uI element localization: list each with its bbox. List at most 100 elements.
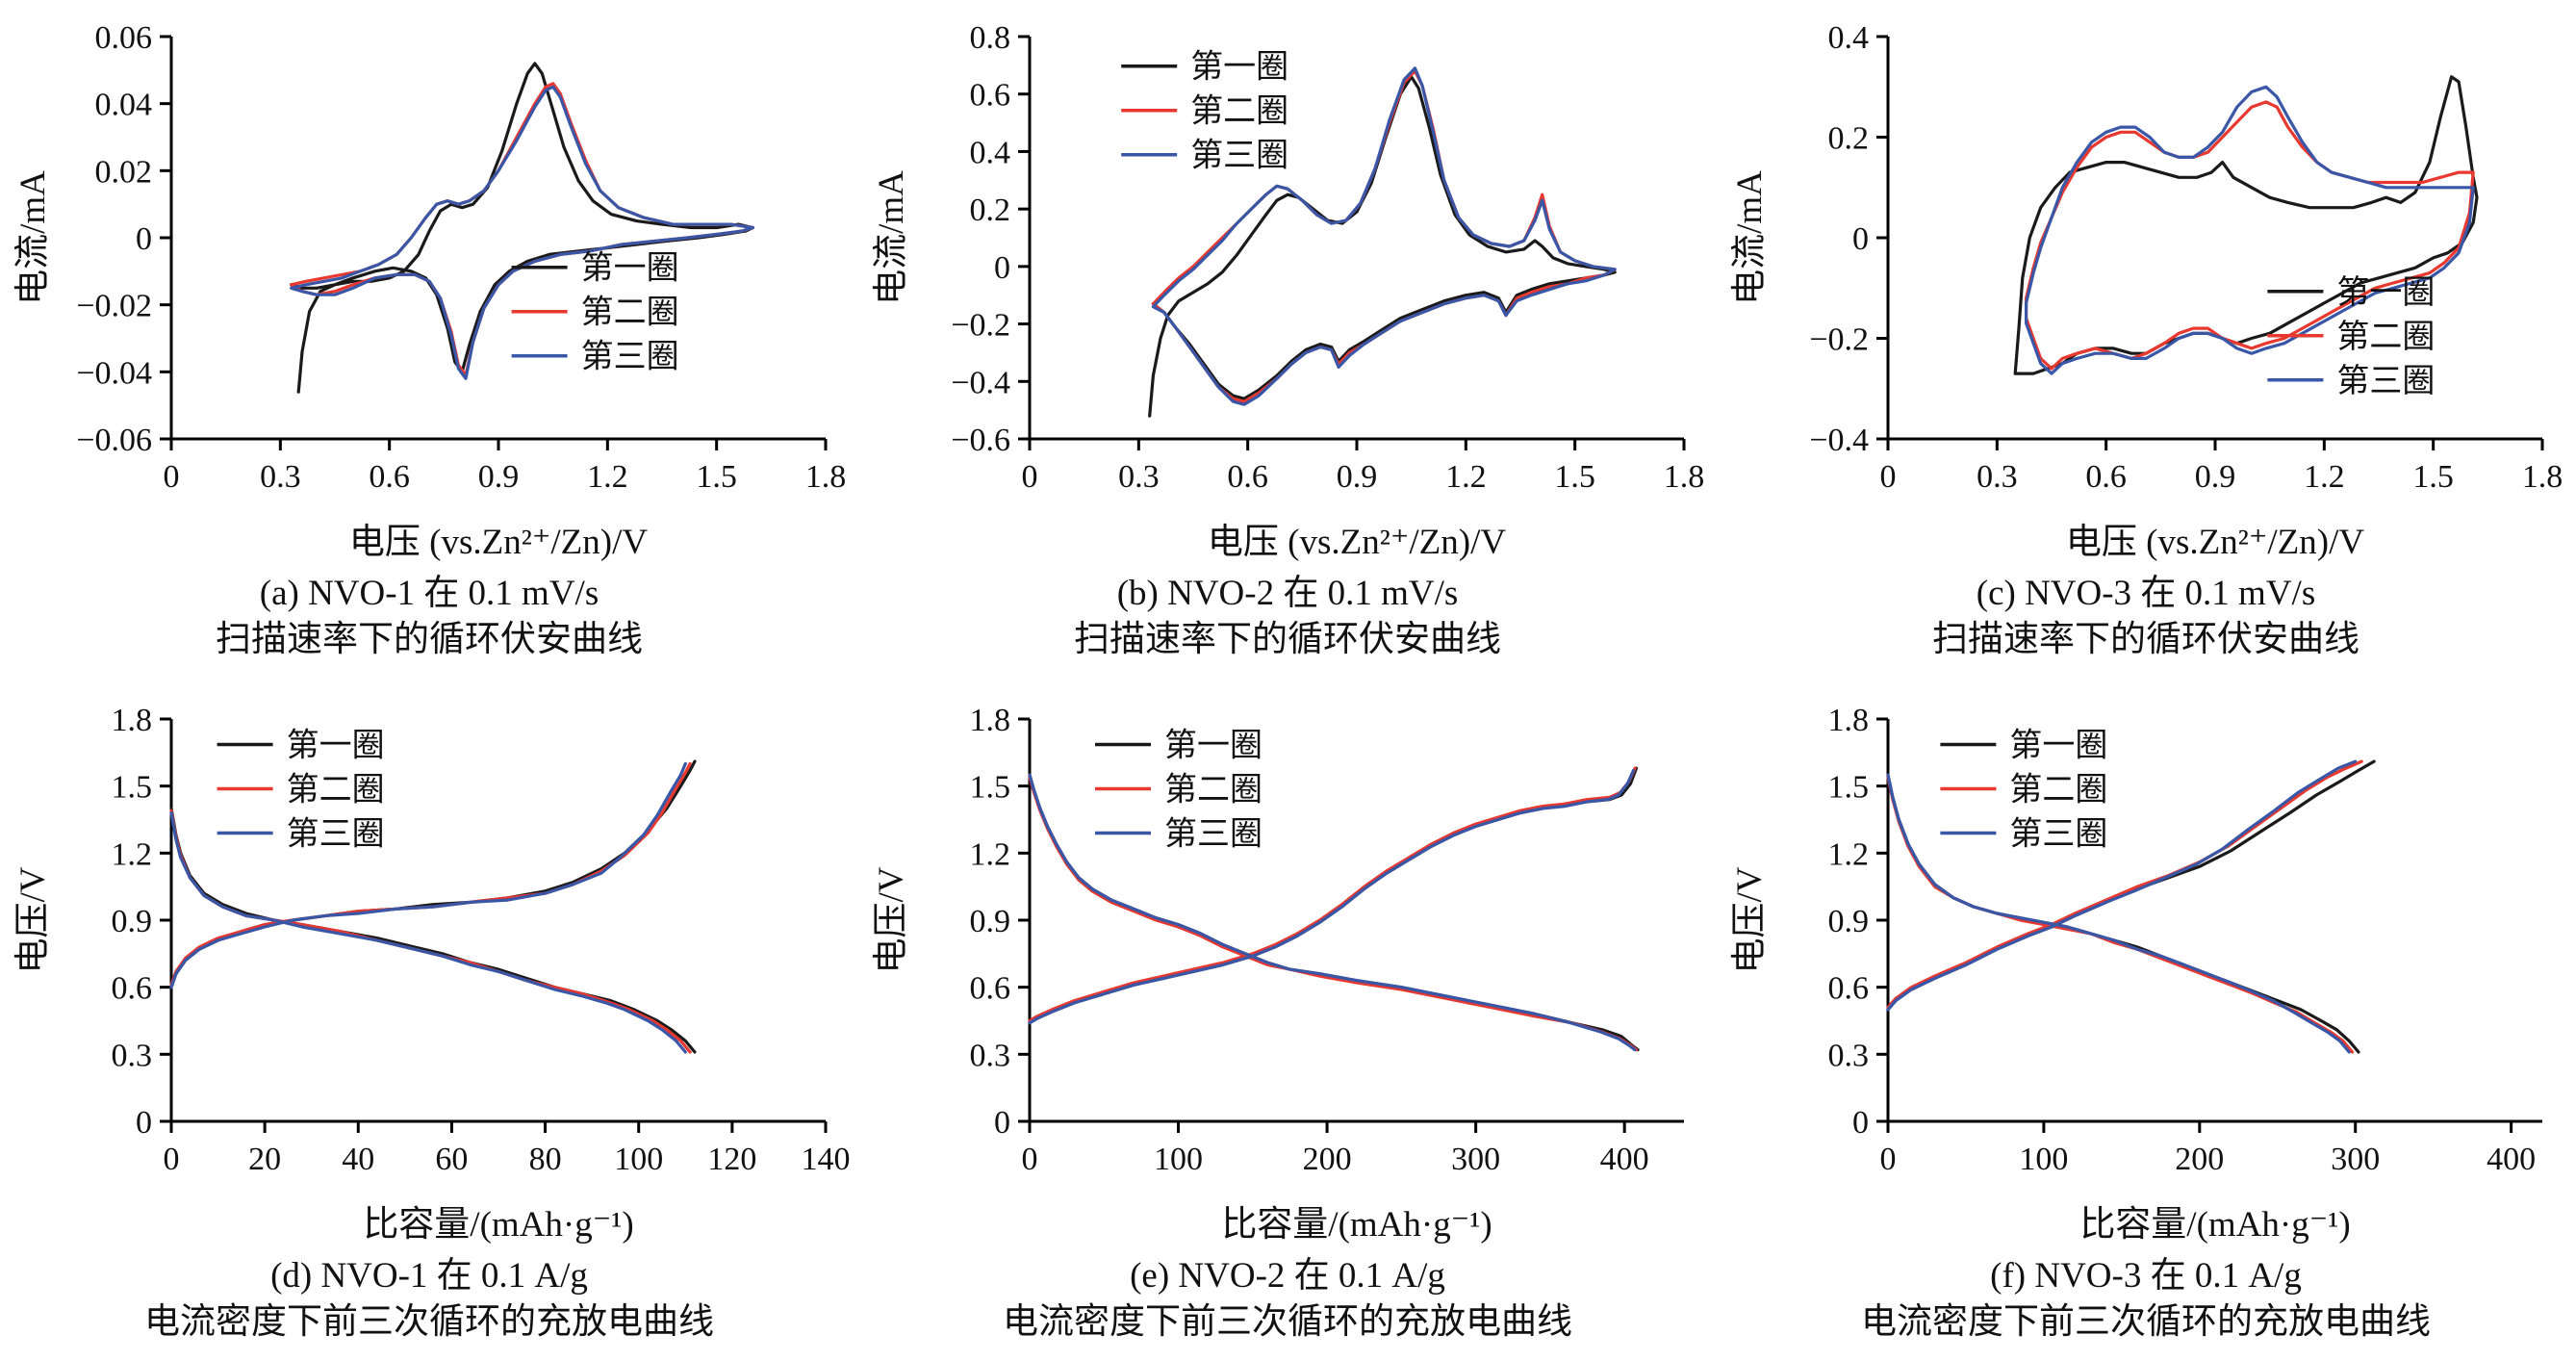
svg-text:−0.2: −0.2 xyxy=(951,308,1010,344)
svg-text:0.6: 0.6 xyxy=(369,459,410,495)
svg-text:0.9: 0.9 xyxy=(1337,459,1378,495)
svg-text:1.5: 1.5 xyxy=(970,770,1011,806)
caption-b-line1: (b) NVO-2 在 0.1 mV/s xyxy=(1116,574,1459,613)
gcd-chart-nvo3: 0 100 200 300 400 0 0.3 0.6 0.9 1.2 1.5 1.8 比容量/(mAh… xyxy=(1730,706,2542,1245)
svg-text:140: 140 xyxy=(802,1142,851,1177)
caption-b: (b) NVO-2 在 0.1 mV/s 扫描速率下的循环伏安曲线 xyxy=(1074,571,1501,663)
svg-text:1.8: 1.8 xyxy=(2522,459,2563,495)
svg-text:第二圈: 第二圈 xyxy=(2336,319,2435,355)
svg-text:0.6: 0.6 xyxy=(970,971,1011,1007)
svg-text:1.8: 1.8 xyxy=(1664,459,1705,495)
svg-text:电流/mA: 电流/mA xyxy=(1730,170,1770,305)
svg-text:0: 0 xyxy=(994,1105,1010,1141)
svg-text:0.3: 0.3 xyxy=(1977,459,2018,495)
svg-text:100: 100 xyxy=(1154,1142,1203,1177)
panel-b: 0 0.3 0.6 0.9 1.2 1.5 1.8 −0.6 −0.4 −0.2 0 0.2 0.4 0.… xyxy=(872,23,1704,663)
svg-text:第二圈: 第二圈 xyxy=(287,772,385,809)
svg-text:0: 0 xyxy=(136,221,152,257)
svg-text:1.8: 1.8 xyxy=(805,459,847,495)
svg-text:60: 60 xyxy=(435,1142,468,1177)
svg-text:0.4: 0.4 xyxy=(970,135,1011,170)
svg-text:−0.6: −0.6 xyxy=(951,423,1010,458)
svg-text:电压 (vs.Zn²⁺/Zn)/V: 电压 (vs.Zn²⁺/Zn)/V xyxy=(349,523,648,562)
svg-text:0: 0 xyxy=(164,1142,180,1177)
caption-e: (e) NVO-2 在 0.1 A/g 电流密度下前三次循环的充放电曲线 xyxy=(1003,1253,1572,1346)
svg-text:0.06: 0.06 xyxy=(95,23,153,56)
svg-text:400: 400 xyxy=(2487,1142,2536,1177)
svg-text:−0.4: −0.4 xyxy=(1809,423,1869,458)
svg-text:0.3: 0.3 xyxy=(1828,1039,1870,1074)
svg-text:1.2: 1.2 xyxy=(970,837,1011,873)
svg-text:20: 20 xyxy=(248,1142,281,1177)
cv-chart-nvo3: 0 0.3 0.6 0.9 1.2 1.5 1.8 −0.4 −0.2 0 0.2 0.4 电压 (vs… xyxy=(1730,23,2563,562)
svg-text:0.9: 0.9 xyxy=(112,904,153,939)
svg-text:0.3: 0.3 xyxy=(112,1039,153,1074)
svg-text:0: 0 xyxy=(164,459,180,495)
caption-e-line2: 电流密度下前三次循环的充放电曲线 xyxy=(1003,1302,1572,1343)
panel-e: 0 100 200 300 400 0 0.3 0.6 0.9 1.2 1.5 1.8 比容量/(mAh… xyxy=(872,706,1684,1346)
svg-text:1.2: 1.2 xyxy=(587,459,628,495)
gcd-chart-nvo2: 0 100 200 300 400 0 0.3 0.6 0.9 1.2 1.5 1.8 比容量/(mAh… xyxy=(872,706,1684,1245)
svg-text:0.2: 0.2 xyxy=(970,193,1011,228)
caption-a: (a) NVO-1 在 0.1 mV/s 扫描速率下的循环伏安曲线 xyxy=(216,571,643,663)
caption-d-line2: 电流密度下前三次循环的充放电曲线 xyxy=(144,1302,714,1343)
svg-text:0.9: 0.9 xyxy=(478,459,520,495)
svg-text:第二圈: 第二圈 xyxy=(1190,93,1288,130)
svg-text:第二圈: 第二圈 xyxy=(1164,772,1262,809)
svg-text:0.02: 0.02 xyxy=(95,154,153,190)
svg-text:0.9: 0.9 xyxy=(970,904,1011,939)
svg-text:−0.4: −0.4 xyxy=(951,365,1010,400)
svg-text:0.2: 0.2 xyxy=(1828,121,1870,157)
svg-text:−0.06: −0.06 xyxy=(76,423,152,458)
svg-text:0: 0 xyxy=(994,250,1010,286)
svg-text:第三圈: 第三圈 xyxy=(581,339,679,375)
svg-text:400: 400 xyxy=(1600,1142,1649,1177)
svg-text:100: 100 xyxy=(2019,1142,2068,1177)
svg-text:1.5: 1.5 xyxy=(1554,459,1595,495)
svg-text:0: 0 xyxy=(1852,1105,1869,1141)
svg-text:1.8: 1.8 xyxy=(970,706,1011,738)
svg-text:300: 300 xyxy=(2331,1142,2380,1177)
svg-text:0: 0 xyxy=(1022,1142,1038,1177)
svg-text:电压 (vs.Zn²⁺/Zn)/V: 电压 (vs.Zn²⁺/Zn)/V xyxy=(1208,523,1506,562)
svg-text:比容量/(mAh·g⁻¹): 比容量/(mAh·g⁻¹) xyxy=(363,1204,633,1245)
svg-text:0.3: 0.3 xyxy=(1118,459,1160,495)
caption-d-line1: (d) NVO-1 在 0.1 A/g xyxy=(270,1256,588,1297)
svg-text:0: 0 xyxy=(1022,459,1038,495)
svg-text:120: 120 xyxy=(707,1142,756,1177)
svg-text:−0.02: −0.02 xyxy=(76,289,152,324)
svg-text:0.8: 0.8 xyxy=(970,23,1011,56)
caption-e-line1: (e) NVO-2 在 0.1 A/g xyxy=(1130,1256,1445,1297)
cv-chart-nvo2: 0 0.3 0.6 0.9 1.2 1.5 1.8 −0.6 −0.4 −0.2 0 0.2 0.4 0.… xyxy=(872,23,1705,562)
svg-text:1.2: 1.2 xyxy=(112,837,153,873)
gcd-chart-nvo1: 0 20 40 60 80 100 120 140 0 0.3 0.6 0.9 1.2 1.5 1.8 比容量… xyxy=(13,706,851,1245)
svg-text:80: 80 xyxy=(529,1142,562,1177)
svg-text:第二圈: 第二圈 xyxy=(581,295,679,331)
svg-text:0: 0 xyxy=(1880,1142,1897,1177)
panel-d: 0 20 40 60 80 100 120 140 0 0.3 0.6 0.9 1.2 1.5 1.8 比容量… xyxy=(13,706,851,1346)
svg-text:0.6: 0.6 xyxy=(112,971,153,1007)
svg-text:第三圈: 第三圈 xyxy=(2009,816,2107,853)
caption-c-line1: (c) NVO-3 在 0.1 mV/s xyxy=(1976,574,2316,613)
svg-text:第二圈: 第二圈 xyxy=(2009,772,2107,809)
svg-text:第一圈: 第一圈 xyxy=(2009,728,2107,764)
svg-text:比容量/(mAh·g⁻¹): 比容量/(mAh·g⁻¹) xyxy=(2079,1204,2350,1245)
svg-text:第一圈: 第一圈 xyxy=(581,250,679,287)
caption-c-line2: 扫描速率下的循环伏安曲线 xyxy=(1932,620,2359,660)
svg-text:0.6: 0.6 xyxy=(970,78,1011,114)
caption-f-line1: (f) NVO-3 在 0.1 A/g xyxy=(1990,1256,2302,1297)
svg-text:1.2: 1.2 xyxy=(1828,837,1870,873)
svg-text:第三圈: 第三圈 xyxy=(2336,363,2435,399)
svg-text:电压/V: 电压/V xyxy=(872,866,911,973)
svg-text:0.3: 0.3 xyxy=(260,459,301,495)
svg-text:电压 (vs.Zn²⁺/Zn)/V: 电压 (vs.Zn²⁺/Zn)/V xyxy=(2066,523,2364,562)
svg-text:1.8: 1.8 xyxy=(1828,706,1870,738)
svg-text:第一圈: 第一圈 xyxy=(1190,49,1288,86)
svg-text:−0.04: −0.04 xyxy=(76,355,152,391)
svg-text:−0.2: −0.2 xyxy=(1809,322,1869,358)
svg-text:0.4: 0.4 xyxy=(1828,23,1870,56)
svg-text:0.6: 0.6 xyxy=(2085,459,2127,495)
svg-text:0.9: 0.9 xyxy=(1828,904,1870,939)
svg-text:第三圈: 第三圈 xyxy=(287,816,385,853)
svg-text:0.9: 0.9 xyxy=(2195,459,2236,495)
